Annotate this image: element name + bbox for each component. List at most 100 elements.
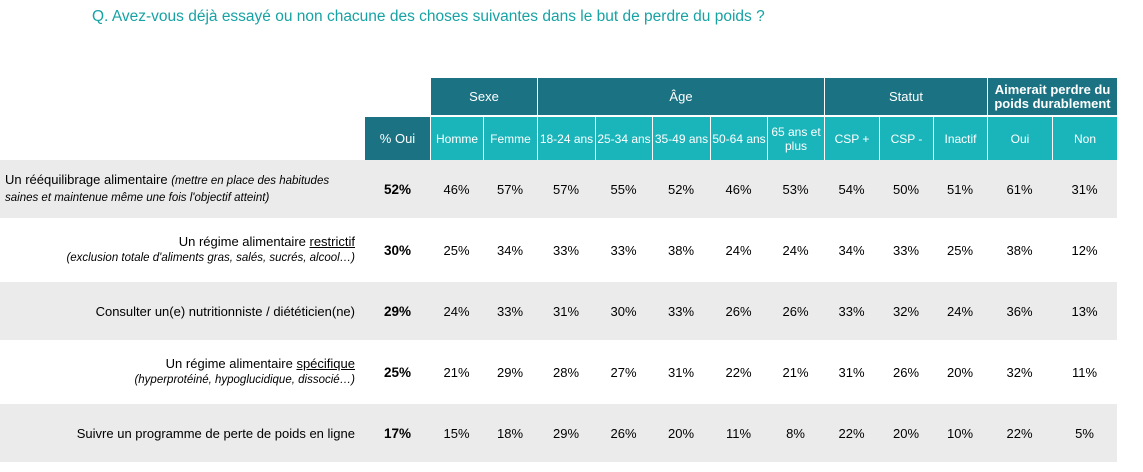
table-cell: 10% (933, 404, 987, 462)
table-cell: 24% (933, 282, 987, 340)
table-cell: 11% (1071, 364, 1098, 380)
col-18-24: 18-24 ans (537, 117, 595, 160)
table-cell: 26% (595, 404, 652, 462)
table-cell: 46% (710, 160, 767, 218)
col-aimerait-oui: Oui (987, 117, 1052, 160)
table-cell: 22% (987, 404, 1052, 462)
table-cell: 25% (946, 242, 974, 258)
row-label: Un régime alimentaire restrictif (exclus… (0, 221, 365, 279)
table-cell: 22% (824, 404, 879, 462)
table-cell: 26% (892, 364, 920, 380)
table-cell: 29% (537, 404, 595, 462)
group-header-row: Sexe Âge Statut Aimerait perdre du poids… (0, 78, 1117, 117)
table-cell: 33% (552, 242, 580, 258)
row-label-sub: (hyperprotéiné, hypoglucidique, dissocié… (134, 374, 355, 386)
table-cell: 32% (1006, 364, 1033, 380)
table-cell: 29% (496, 364, 524, 380)
table-cell: 61% (987, 160, 1052, 218)
col-inactif: Inactif (933, 117, 987, 160)
table-cell: 52% (652, 160, 710, 218)
table-cell: 27% (610, 364, 637, 380)
col-25-34: 25-34 ans (595, 117, 652, 160)
results-table: Sexe Âge Statut Aimerait perdre du poids… (0, 78, 1117, 462)
table-cell: 33% (483, 282, 537, 340)
row-label: Un rééquilibrage alimentaire (mettre en … (0, 160, 365, 218)
col-35-49: 35-49 ans (652, 117, 710, 160)
row-label-main: Consulter un(e) nutritionniste / diététi… (95, 303, 355, 319)
table-cell: 21% (443, 364, 470, 380)
table-row: Consulter un(e) nutritionniste / diététi… (0, 282, 1117, 340)
table-cell: 18% (483, 404, 537, 462)
row-label-sub: (exclusion totale d'aliments gras, salés… (66, 252, 355, 264)
group-aimerait: Aimerait perdre du poids durablement (987, 78, 1117, 117)
table-row: Suivre un programme de perte de poids en… (0, 404, 1117, 462)
row-label-main: Un régime alimentaire (165, 356, 297, 371)
table-cell: 34% (838, 242, 865, 258)
table-row: Un régime alimentaire spécifique (hyperp… (0, 343, 1117, 401)
cell-oui: 29% (365, 282, 430, 340)
table-cell: 57% (537, 160, 595, 218)
cell-oui: 17% (365, 404, 430, 462)
table-cell: 38% (667, 242, 695, 258)
table-cell: 55% (595, 160, 652, 218)
question-title: Q. Avez-vous déjà essayé ou non chacune … (92, 8, 765, 25)
col-65-plus: 65 ans et plus (767, 117, 824, 160)
col-oui: % Oui (365, 117, 430, 160)
table-cell: 31% (537, 282, 595, 340)
group-sexe: Sexe (430, 78, 537, 117)
table-cell: 33% (610, 242, 637, 258)
col-femme: Femme (483, 117, 537, 160)
row-label: Consulter un(e) nutritionniste / diététi… (0, 282, 365, 340)
table-cell: 20% (879, 404, 933, 462)
table-cell: 25% (443, 242, 470, 258)
table-cell: 24% (725, 242, 752, 258)
table-cell: 31% (1052, 160, 1117, 218)
table-cell: 11% (710, 404, 767, 462)
table-cell: 24% (430, 282, 483, 340)
table-cell: 33% (652, 282, 710, 340)
table-cell: 34% (496, 242, 524, 258)
col-aimerait-non: Non (1052, 117, 1117, 160)
table-cell: 32% (879, 282, 933, 340)
group-age: Âge (537, 78, 824, 117)
table-cell: 30% (595, 282, 652, 340)
cell-oui: 30% (383, 242, 412, 258)
row-label: Un régime alimentaire spécifique (hyperp… (0, 343, 365, 401)
table-cell: 5% (1052, 404, 1117, 462)
table-cell: 50% (879, 160, 933, 218)
table-cell: 57% (483, 160, 537, 218)
row-label-underlined: restrictif (309, 234, 356, 249)
row-label-underlined: spécifique (296, 356, 355, 371)
table-cell: 31% (838, 364, 865, 380)
group-statut: Statut (824, 78, 987, 117)
table-cell: 36% (987, 282, 1052, 340)
cell-oui: 52% (365, 160, 430, 218)
col-50-64: 50-64 ans (710, 117, 767, 160)
table-cell: 15% (430, 404, 483, 462)
table-cell: 22% (725, 364, 752, 380)
row-label: Suivre un programme de perte de poids en… (0, 404, 365, 462)
row-label-sub: (mettre en place des habitudes saines et… (5, 175, 330, 204)
table-cell: 24% (782, 242, 809, 258)
table-cell: 26% (767, 282, 824, 340)
col-homme: Homme (430, 117, 483, 160)
col-csp-plus: CSP + (824, 117, 879, 160)
column-header-row: % Oui Homme Femme 18-24 ans 25-34 ans 35… (0, 117, 1117, 160)
table-row: Un régime alimentaire restrictif (exclus… (0, 221, 1117, 279)
table-cell: 38% (1006, 242, 1033, 258)
table-cell: 13% (1052, 282, 1117, 340)
table-cell: 53% (767, 160, 824, 218)
col-csp-minus: CSP - (879, 117, 933, 160)
table-cell: 46% (430, 160, 483, 218)
row-label-main: Un régime alimentaire (178, 234, 310, 249)
table-cell: 26% (710, 282, 767, 340)
table-cell: 12% (1071, 242, 1098, 258)
row-label-main: Suivre un programme de perte de poids en… (76, 425, 355, 441)
table-cell: 51% (933, 160, 987, 218)
table-cell: 31% (667, 364, 695, 380)
table-row: Un rééquilibrage alimentaire (mettre en … (0, 160, 1117, 218)
table-cell: 33% (892, 242, 920, 258)
table-cell: 20% (652, 404, 710, 462)
table-cell: 28% (552, 364, 580, 380)
